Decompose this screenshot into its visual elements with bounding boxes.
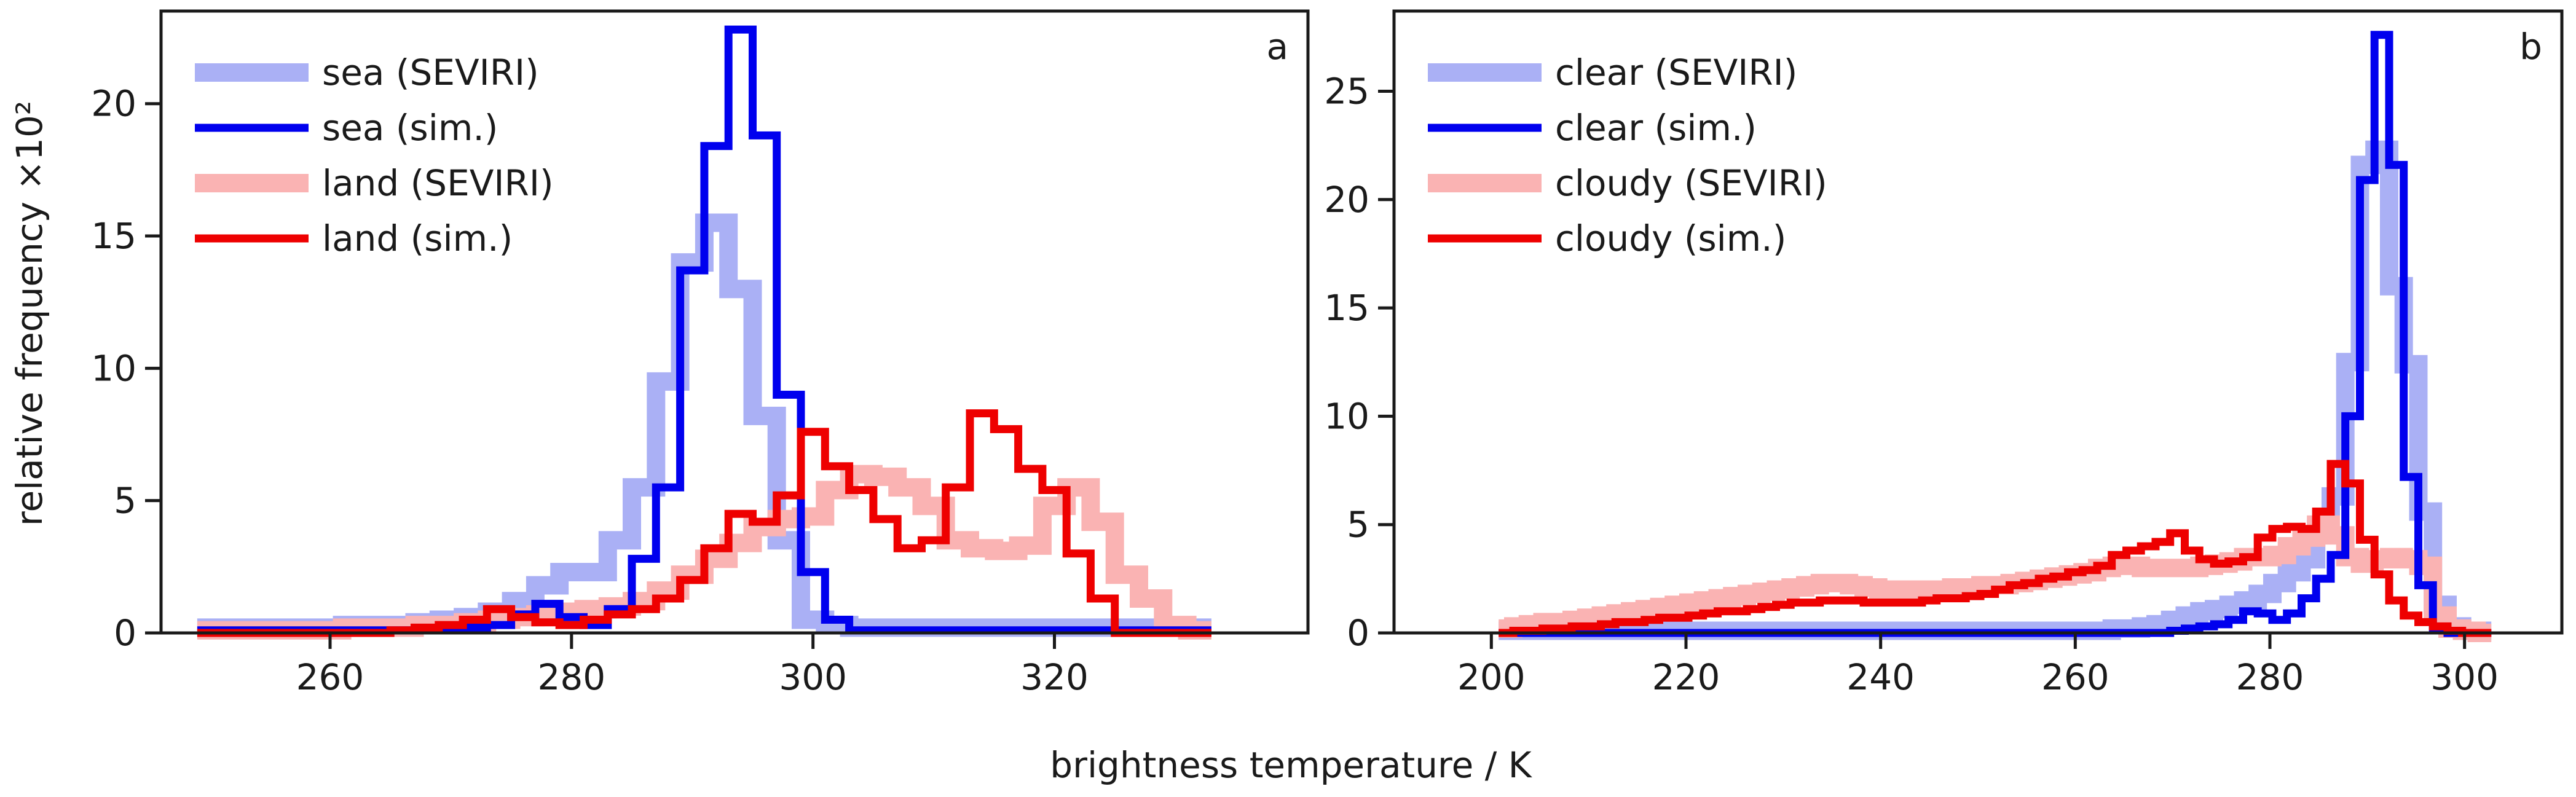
y-axis-label: relative frequency ×10² <box>9 101 50 526</box>
y-tick-label: 0 <box>114 612 136 654</box>
x-tick-label: 280 <box>2236 656 2304 698</box>
panel-label: b <box>2519 26 2542 68</box>
x-tick-label: 260 <box>296 656 364 698</box>
y-tick-label: 15 <box>91 215 136 257</box>
y-tick-label: 10 <box>91 347 136 389</box>
y-tick-label: 15 <box>1324 287 1369 329</box>
x-tick-label: 280 <box>537 656 605 698</box>
y-tick-label: 5 <box>114 480 136 522</box>
legend-entry: cloudy (sim.) <box>1555 218 1786 259</box>
axes-frame <box>159 9 1310 635</box>
panel-a: 260 280 300 320 0 5 10 15 20 a sea (SEVIRI) sea (si… <box>91 9 1310 698</box>
y-tick-label: 0 <box>1347 612 1369 654</box>
x-tick-label: 220 <box>1652 656 1720 698</box>
legend-entry: sea (SEVIRI) <box>322 52 539 93</box>
series-line-land-sim <box>197 409 1211 637</box>
x-axis-label: brightness temperature / K <box>1050 744 1532 786</box>
y-tick-label: 10 <box>1324 395 1369 437</box>
y-tick-label: 25 <box>1324 70 1369 112</box>
series-line-cloudy-sim <box>1499 460 2492 637</box>
y-tick-label: 20 <box>1324 179 1369 221</box>
legend-entry: sea (sim.) <box>322 107 498 149</box>
x-tick-label: 260 <box>2041 656 2109 698</box>
legend-entry: land (sim.) <box>322 218 513 259</box>
panel-label: a <box>1266 26 1288 68</box>
y-tick-label: 5 <box>1347 504 1369 546</box>
x-tick-label: 300 <box>779 656 847 698</box>
legend-entry: clear (sim.) <box>1555 107 1757 149</box>
axes-frame <box>1392 9 2564 635</box>
panel-b: 200 220 240 260 280 300 0 5 10 15 20 25 b clear (SEVI… <box>1324 9 2564 698</box>
legend-entry: land (SEVIRI) <box>322 162 554 204</box>
x-tick-label: 300 <box>2430 656 2499 698</box>
x-tick-label: 200 <box>1457 656 1526 698</box>
y-tick-label: 20 <box>91 83 136 125</box>
x-tick-label: 240 <box>1846 656 1915 698</box>
legend-entry: cloudy (SEVIRI) <box>1555 162 1827 204</box>
x-tick-label: 320 <box>1020 656 1089 698</box>
legend-entry: clear (SEVIRI) <box>1555 52 1797 93</box>
